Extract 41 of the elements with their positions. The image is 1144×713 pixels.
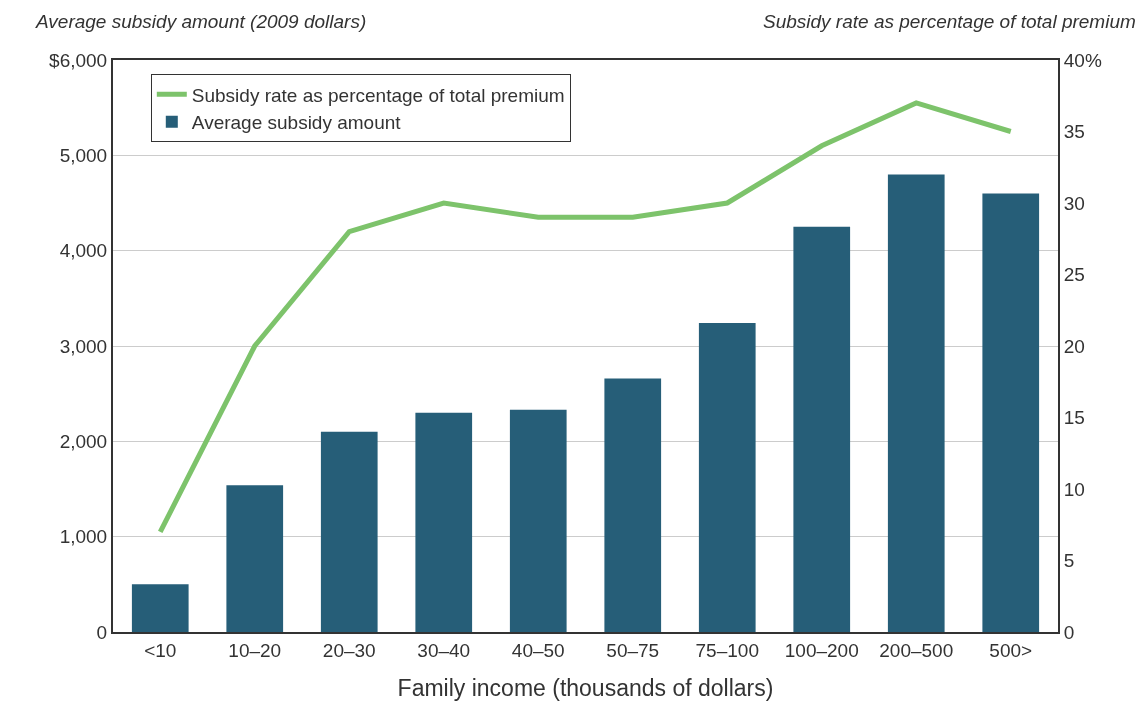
legend-label: Subsidy rate as percentage of total premium: [191, 84, 565, 106]
y-axis-title: Average subsidy amount (2009 dollars): [35, 11, 367, 32]
bar: [509, 409, 567, 632]
y-tick-label: 0: [96, 621, 108, 643]
bar: [415, 412, 473, 632]
bar: [131, 584, 189, 632]
x-tick-label: 500>: [989, 639, 1033, 661]
x-tick-label: 75–100: [695, 639, 759, 661]
bar: [793, 226, 851, 632]
y-tick-label: 4,000: [59, 240, 108, 262]
y2-tick-label: 0: [1063, 621, 1075, 643]
bar: [320, 431, 378, 632]
bar: [698, 323, 756, 632]
x-axis-title: Family income (thousands of dollars): [397, 674, 774, 701]
y-tick-label: 1,000: [59, 526, 108, 548]
bar: [982, 193, 1040, 632]
y-tick-label: 3,000: [59, 335, 108, 357]
y2-tick-label: 25: [1063, 264, 1085, 286]
y2-tick-label: 20: [1063, 335, 1085, 357]
x-tick-label: 100–200: [784, 639, 859, 661]
bar: [226, 485, 284, 632]
x-tick-label: 200–500: [879, 639, 954, 661]
y2-axis-title: Subsidy rate as percentage of total premium: [763, 11, 1136, 32]
y-tick-label: 5,000: [59, 144, 108, 166]
x-tick-label: <10: [144, 639, 177, 661]
y2-tick-label: 5: [1063, 550, 1075, 572]
y2-tick-label: 40%: [1063, 49, 1102, 71]
y-tick-label: 2,000: [59, 430, 108, 452]
y2-tick-label: 30: [1063, 192, 1085, 214]
x-tick-label: 30–40: [417, 639, 471, 661]
x-tick-label: 10–20: [228, 639, 282, 661]
y2-tick-label: 10: [1063, 478, 1085, 500]
y-tick-label: $6,000: [49, 49, 108, 71]
bar: [604, 378, 662, 632]
x-tick-label: 50–75: [606, 639, 660, 661]
x-tick-label: 20–30: [322, 639, 376, 661]
bar: [887, 174, 945, 632]
x-tick-label: 40–50: [511, 639, 565, 661]
y2-tick-label: 35: [1063, 121, 1085, 143]
y2-tick-label: 15: [1063, 407, 1085, 429]
legend-label: Average subsidy amount: [191, 112, 402, 134]
